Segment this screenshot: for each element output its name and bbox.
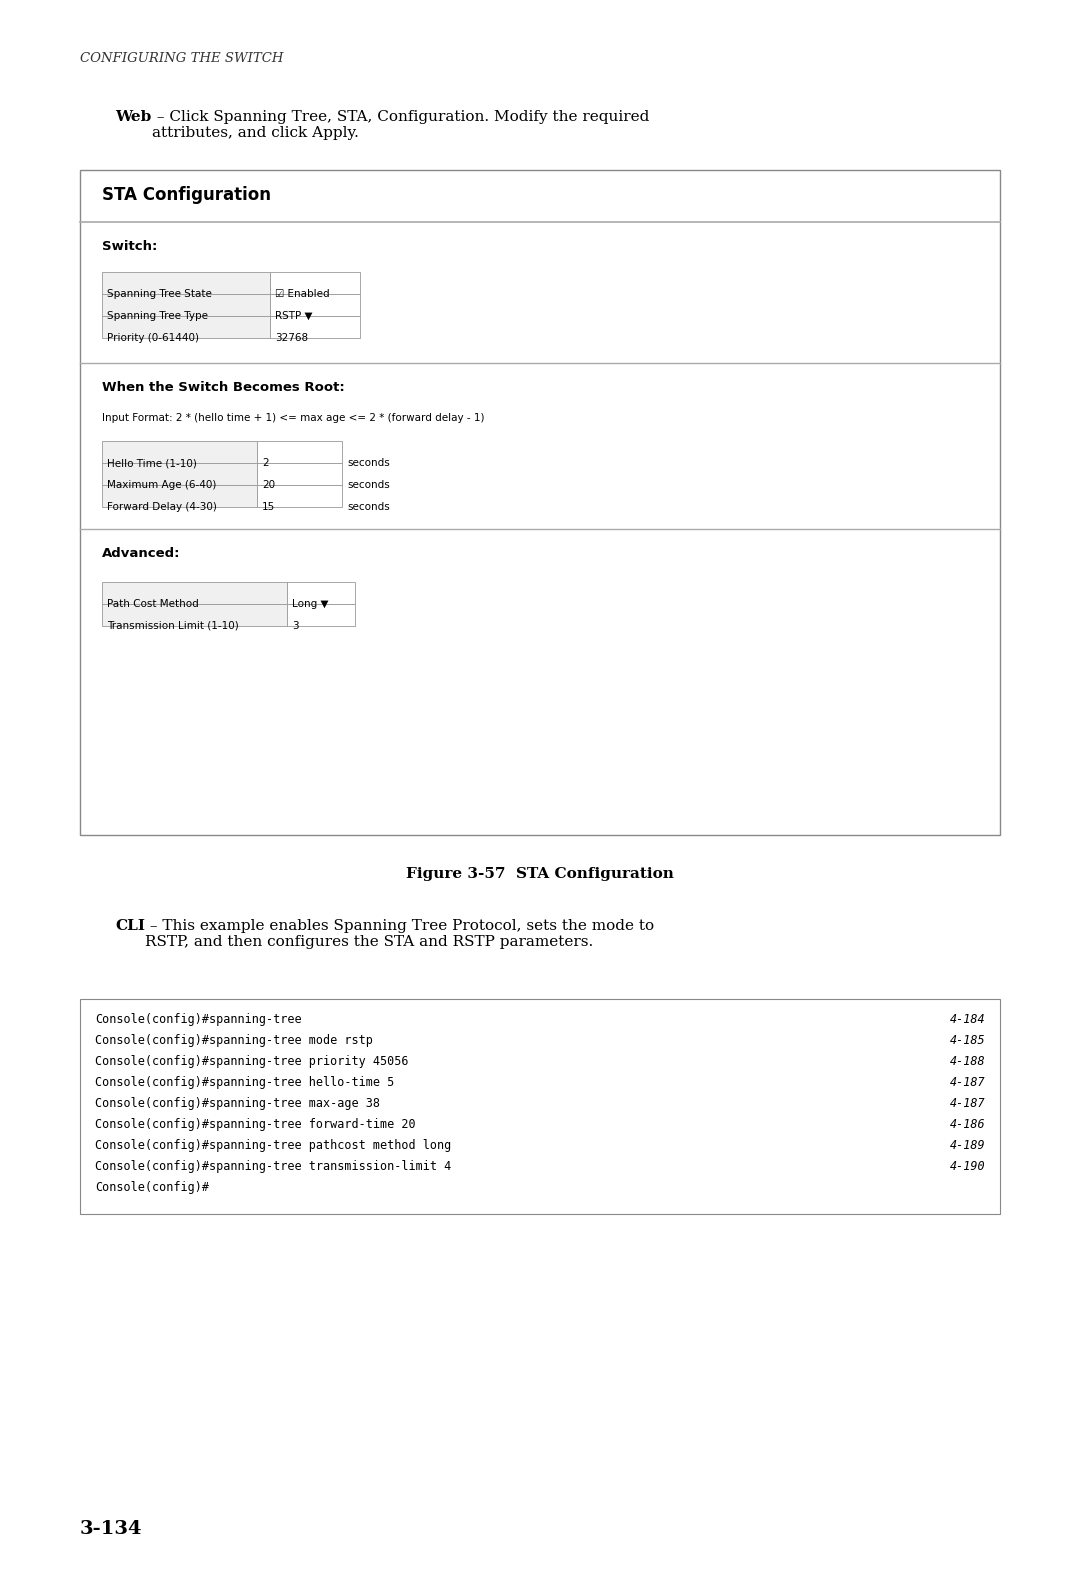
Text: 3-134: 3-134 [80,1520,143,1539]
Text: Hello Time (1-10): Hello Time (1-10) [107,458,197,468]
Text: CONFIGURING THE SWITCH: CONFIGURING THE SWITCH [80,52,283,64]
Text: Console(config)#spanning-tree: Console(config)#spanning-tree [95,1013,301,1027]
Text: Figure 3-57  STA Configuration: Figure 3-57 STA Configuration [406,867,674,881]
Bar [102,316,270,338]
Text: When the Switch Becomes Root:: When the Switch Becomes Root: [102,382,345,394]
Text: Spanning Tree Type: Spanning Tree Type [107,311,208,320]
Text: Switch:: Switch: [102,240,158,253]
Text: 4-187: 4-187 [949,1075,985,1090]
Bar [270,316,360,338]
Text: 2: 2 [262,458,269,468]
Bar [270,272,360,294]
Bar [102,604,287,626]
Text: Console(config)#spanning-tree forward-time 20: Console(config)#spanning-tree forward-ti… [95,1118,416,1130]
Text: Path Cost Method: Path Cost Method [107,600,199,609]
Bar [102,582,287,604]
Text: RSTP ▼: RSTP ▼ [275,311,312,320]
Text: Priority (0-61440): Priority (0-61440) [107,333,199,342]
Text: Long ▼: Long ▼ [292,600,328,609]
Bar [102,272,270,294]
Text: 4-190: 4-190 [949,1160,985,1173]
Bar [102,485,257,507]
Text: seconds: seconds [347,502,390,512]
Text: Input Format: 2 * (hello time + 1) <= max age <= 2 * (forward delay - 1): Input Format: 2 * (hello time + 1) <= ma… [102,413,485,422]
Text: Web: Web [114,110,151,124]
Text: ☑ Enabled: ☑ Enabled [275,289,329,298]
Text: 4-187: 4-187 [949,1097,985,1110]
Text: Console(config)#spanning-tree transmission-limit 4: Console(config)#spanning-tree transmissi… [95,1160,451,1173]
Bar [102,463,257,485]
Text: 4-186: 4-186 [949,1118,985,1130]
Bar [257,441,342,463]
Text: 4-184: 4-184 [949,1013,985,1027]
Bar [257,485,342,507]
Bar [287,582,355,604]
Text: Console(config)#spanning-tree priority 45056: Console(config)#spanning-tree priority 4… [95,1055,408,1068]
Text: 20: 20 [262,480,275,490]
Text: Spanning Tree State: Spanning Tree State [107,289,212,298]
Text: 4-185: 4-185 [949,1035,985,1047]
Text: 4-188: 4-188 [949,1055,985,1068]
Text: Forward Delay (4-30): Forward Delay (4-30) [107,502,217,512]
Text: 15: 15 [262,502,275,512]
Text: Console(config)#spanning-tree pathcost method long: Console(config)#spanning-tree pathcost m… [95,1138,451,1152]
Text: Console(config)#: Console(config)# [95,1181,210,1195]
Text: – This example enables Spanning Tree Protocol, sets the mode to
RSTP, and then c: – This example enables Spanning Tree Pro… [145,918,654,950]
Text: – Click Spanning Tree, STA, Configuration. Modify the required
attributes, and c: – Click Spanning Tree, STA, Configuratio… [152,110,649,140]
Bar [102,294,270,316]
Text: 32768: 32768 [275,333,308,342]
Text: Console(config)#spanning-tree mode rstp: Console(config)#spanning-tree mode rstp [95,1035,373,1047]
Text: Maximum Age (6-40): Maximum Age (6-40) [107,480,216,490]
Bar [102,441,257,463]
Text: 4-189: 4-189 [949,1138,985,1152]
Bar [257,463,342,485]
Text: Console(config)#spanning-tree max-age 38: Console(config)#spanning-tree max-age 38 [95,1097,380,1110]
Text: Console(config)#spanning-tree hello-time 5: Console(config)#spanning-tree hello-time… [95,1075,394,1090]
Bar [287,604,355,626]
Text: Transmission Limit (1-10): Transmission Limit (1-10) [107,622,239,631]
Text: 3: 3 [292,622,299,631]
Text: STA Configuration: STA Configuration [102,185,271,204]
Bar [270,294,360,316]
Text: CLI: CLI [114,918,145,933]
Text: seconds: seconds [347,480,390,490]
Text: Advanced:: Advanced: [102,546,180,560]
Bar [80,999,1000,1214]
Text: seconds: seconds [347,458,390,468]
Bar [80,170,1000,835]
